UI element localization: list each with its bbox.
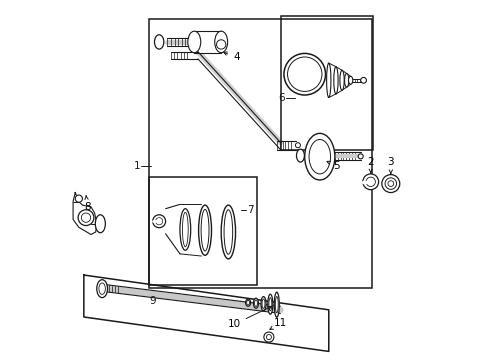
Polygon shape bbox=[73, 193, 97, 234]
Ellipse shape bbox=[187, 31, 201, 53]
Circle shape bbox=[287, 57, 321, 91]
Text: 2: 2 bbox=[366, 157, 373, 173]
Ellipse shape bbox=[333, 67, 337, 94]
Ellipse shape bbox=[180, 209, 190, 250]
Circle shape bbox=[362, 174, 378, 190]
Circle shape bbox=[284, 53, 325, 95]
Circle shape bbox=[360, 77, 366, 83]
Ellipse shape bbox=[339, 70, 344, 90]
Text: 9: 9 bbox=[149, 296, 156, 306]
Ellipse shape bbox=[245, 299, 250, 306]
Bar bbox=[149, 19, 371, 288]
Text: 11: 11 bbox=[269, 319, 286, 329]
Text: 8: 8 bbox=[84, 196, 91, 212]
Circle shape bbox=[216, 40, 225, 49]
Text: 4: 4 bbox=[223, 52, 239, 62]
Bar bbox=[281, 16, 372, 150]
Text: 7: 7 bbox=[247, 206, 253, 216]
Ellipse shape bbox=[95, 215, 105, 233]
Ellipse shape bbox=[221, 205, 235, 259]
Ellipse shape bbox=[261, 297, 265, 311]
Ellipse shape bbox=[274, 292, 279, 317]
Circle shape bbox=[78, 210, 94, 226]
Text: 10: 10 bbox=[227, 306, 271, 329]
Circle shape bbox=[264, 332, 273, 342]
Text: 1: 1 bbox=[134, 161, 140, 171]
Text: 5: 5 bbox=[326, 161, 339, 171]
Ellipse shape bbox=[97, 280, 107, 298]
Circle shape bbox=[295, 143, 300, 148]
Circle shape bbox=[384, 178, 396, 189]
Ellipse shape bbox=[348, 76, 352, 84]
Circle shape bbox=[381, 175, 399, 193]
Ellipse shape bbox=[267, 294, 272, 314]
Ellipse shape bbox=[304, 134, 334, 180]
Ellipse shape bbox=[253, 298, 258, 308]
Text: 3: 3 bbox=[386, 157, 393, 174]
Circle shape bbox=[357, 154, 363, 159]
Bar bbox=[194, 31, 221, 53]
Ellipse shape bbox=[308, 139, 330, 174]
Circle shape bbox=[152, 215, 165, 228]
Ellipse shape bbox=[214, 31, 227, 53]
Text: 6: 6 bbox=[278, 93, 284, 103]
Ellipse shape bbox=[326, 63, 330, 98]
Bar bbox=[149, 177, 257, 285]
Ellipse shape bbox=[154, 35, 163, 49]
Ellipse shape bbox=[198, 205, 211, 255]
Circle shape bbox=[75, 195, 82, 202]
Ellipse shape bbox=[344, 73, 348, 87]
Polygon shape bbox=[83, 275, 328, 351]
Ellipse shape bbox=[296, 149, 304, 162]
